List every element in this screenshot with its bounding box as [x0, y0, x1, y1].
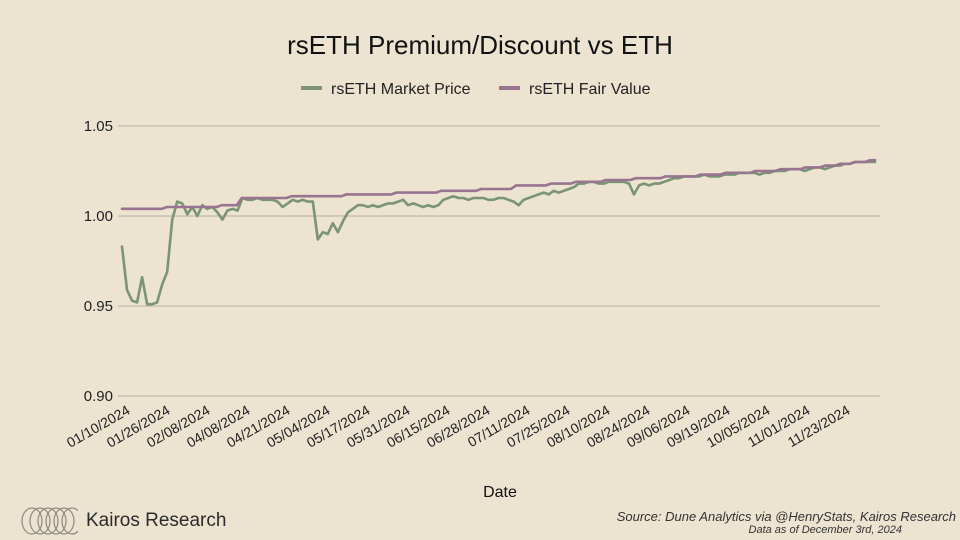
y-axis-ticks: 1.05 1.00 0.95 0.90 — [84, 118, 113, 405]
logo-ring — [37, 507, 59, 535]
legend-label: rsETH Market Price — [331, 81, 471, 98]
logo-ring — [29, 507, 51, 535]
y-gridlines — [118, 125, 880, 397]
series-line-market-price — [120, 160, 877, 306]
logo-ring — [45, 507, 67, 535]
chart-legend: rsETH Market Price rsETH Fair Value — [301, 81, 651, 98]
y-tick-label: 1.05 — [84, 118, 113, 135]
brand-logo: Kairos Research — [20, 506, 226, 536]
data-date-line: Data as of December 3rd, 2024 — [748, 524, 902, 536]
legend-label: rsETH Fair Value — [529, 81, 651, 98]
kairos-logo-icon — [21, 507, 78, 535]
y-tick-label: 1.00 — [84, 208, 113, 225]
series-lines — [120, 158, 877, 306]
brand-name: Kairos Research — [86, 510, 227, 531]
logo-ring — [53, 507, 75, 535]
x-axis-label: Date — [483, 484, 517, 501]
series-line-fair-value — [120, 158, 877, 211]
source-line: Source: Dune Analytics via @HenryStats, … — [616, 509, 956, 524]
logo-ring — [21, 507, 43, 535]
chart-title: rsETH Premium/Discount vs ETH — [287, 30, 673, 60]
x-axis-ticks: 01/10/202401/26/202402/08/202404/08/2024… — [64, 402, 853, 451]
logo-ring — [61, 507, 78, 535]
source-note: Source: Dune Analytics via @HenryStats, … — [617, 509, 956, 537]
y-tick-label: 0.95 — [84, 298, 113, 315]
y-tick-label: 0.90 — [84, 388, 113, 405]
